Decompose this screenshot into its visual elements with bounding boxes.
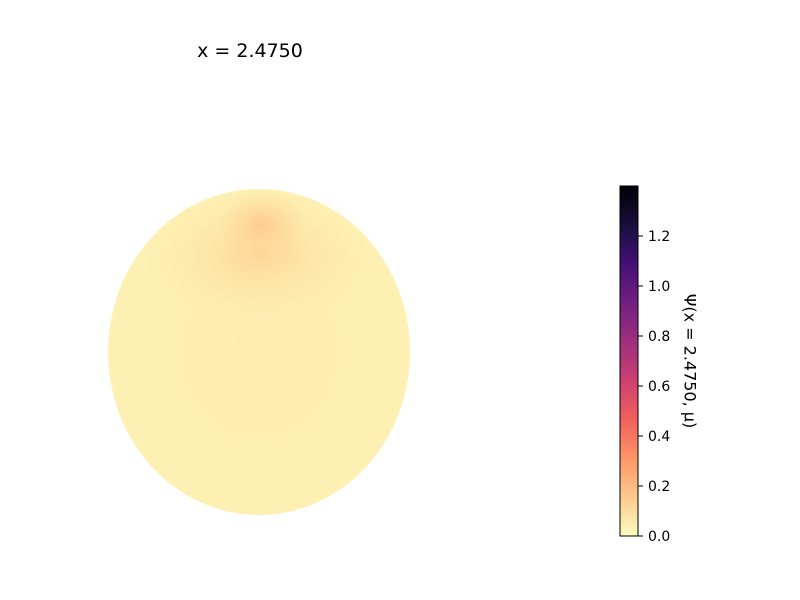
colorbar-ticks: 0.0 0.2 0.4 0.6 0.8 1.0 1.2: [638, 229, 670, 545]
colorbar-tick-label: 1.2: [648, 229, 670, 245]
colorbar-tick-label: 0.6: [648, 379, 670, 395]
colorbar-tick-label: 0.0: [648, 529, 670, 545]
colorbar-tick-label: 0.4: [648, 429, 670, 445]
colorbar-tick-label: 0.8: [648, 329, 670, 345]
colorbar-tick-label: 0.2: [648, 479, 670, 495]
plot-title: x = 2.4750: [197, 40, 303, 62]
disk-top-lobe: [217, 190, 307, 260]
field-disk: [108, 185, 410, 515]
colorbar: 0.0 0.2 0.4 0.6 0.8 1.0 1.2: [619, 185, 670, 545]
colorbar-gradient: [619, 185, 639, 537]
colorbar-tick-label: 1.0: [648, 279, 670, 295]
colorbar-label: Ψ(x = 2.4750, μ): [680, 293, 700, 429]
